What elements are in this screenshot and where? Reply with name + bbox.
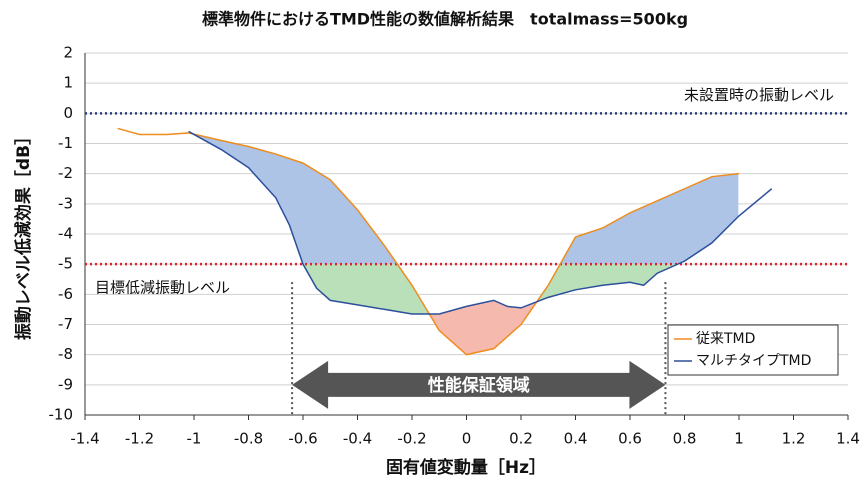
legend-label: マルチタイプTMD: [696, 353, 811, 369]
reference-label: 未設置時の振動レベル: [684, 86, 834, 104]
y-tick-label: 1: [63, 74, 73, 92]
y-tick-label: -9: [58, 375, 73, 393]
y-tick-label: -5: [58, 255, 73, 273]
x-tick-label: -1.2: [125, 430, 154, 448]
y-tick-label: -2: [58, 164, 73, 182]
band-arrow: [292, 360, 666, 409]
band-label: 性能保証領域: [428, 375, 530, 396]
y-tick-label: -10: [49, 406, 74, 424]
y-tick-label: -8: [58, 345, 73, 363]
chart-title: 標準物件におけるTMD性能の数値解析結果 totalmass=500kg: [202, 10, 688, 29]
x-tick-label: 1.4: [836, 430, 860, 448]
series-line: [117, 127, 740, 356]
x-tick-label: 1.2: [782, 430, 806, 448]
reference-label: 目標低減振動レベル: [95, 279, 230, 297]
x-tick-label: -1.4: [70, 430, 99, 448]
worse-area: [188, 131, 538, 355]
x-tick-label: -0.2: [397, 430, 426, 448]
x-tick-label: 0.6: [618, 430, 642, 448]
x-tick-label: -0.6: [288, 430, 317, 448]
y-tick-label: -1: [58, 134, 73, 152]
x-tick-label: 0: [462, 430, 472, 448]
improvement-area: [193, 133, 739, 265]
legend-label: 従来TMD: [696, 331, 755, 347]
x-tick-label: 1: [734, 430, 744, 448]
x-tick-label: 0.8: [673, 430, 697, 448]
y-axis-title: 振動レベル低減効果［dB］: [13, 128, 34, 340]
y-tick-label: -4: [58, 225, 73, 243]
y-tick-label: -6: [58, 285, 73, 303]
x-tick-label: -0.8: [234, 430, 263, 448]
x-tick-label: 0.4: [564, 430, 588, 448]
y-tick-label: -7: [58, 315, 73, 333]
x-axis-title: 固有値変動量［Hz］: [386, 457, 546, 478]
x-tick-label: -0.4: [343, 430, 372, 448]
x-tick-label: 0.2: [509, 430, 533, 448]
x-tick-label: -1: [187, 430, 202, 448]
y-tick-label: 2: [63, 44, 73, 62]
series-line: [188, 130, 773, 315]
legend-box: [667, 324, 839, 376]
y-tick-label: 0: [63, 104, 73, 122]
y-tick-label: -3: [58, 194, 73, 212]
improvement-area: [303, 264, 678, 314]
